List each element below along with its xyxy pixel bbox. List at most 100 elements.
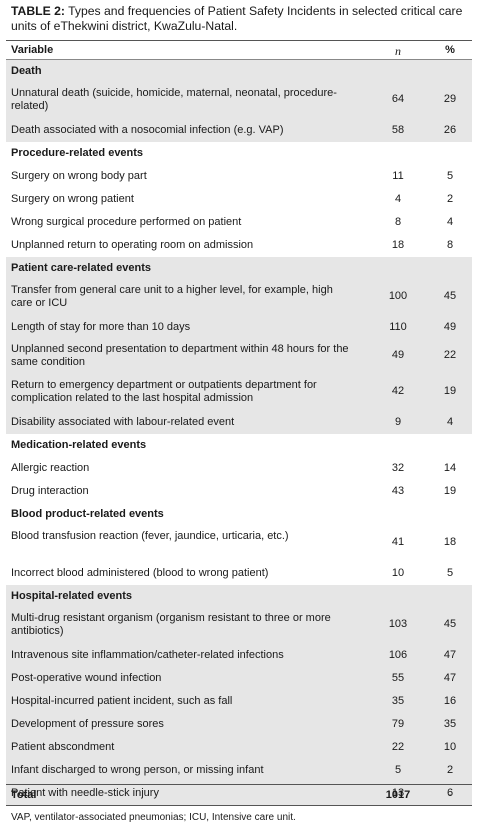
table-row: Post-operative wound infection 55 47 <box>6 667 472 690</box>
percent-cell: 35 <box>443 718 457 730</box>
variable-cell: Patient abscondment <box>11 741 115 753</box>
percent-cell: 5 <box>446 567 454 579</box>
percent-cell: 45 <box>443 618 457 630</box>
n-cell: 32 <box>391 462 405 474</box>
variable-cell: Length of stay for more than 10 days <box>11 321 191 333</box>
n-cell: 9 <box>394 416 402 428</box>
n-cell: 110 <box>389 321 407 333</box>
table-row: Surgery on wrong body part 11 5 <box>6 165 472 188</box>
variable-cell: Post-operative wound infection <box>11 672 162 684</box>
percent-cell: 22 <box>443 349 457 361</box>
n-cell: 4 <box>394 193 402 205</box>
n-cell: 49 <box>391 349 405 361</box>
n-cell: 64 <box>391 93 405 105</box>
percent-cell: 19 <box>443 485 457 497</box>
variable-cell: Unplanned second presentation to departm… <box>11 343 349 368</box>
n-cell: 22 <box>391 741 405 753</box>
variable-cell: Blood transfusion reaction (fever, jaund… <box>11 530 289 542</box>
section-header-row: Medication-related events <box>6 434 472 457</box>
percent-cell: 14 <box>443 462 457 474</box>
n-cell: 103 <box>388 618 408 630</box>
variable-cell: Death associated with a nosocomial infec… <box>11 124 284 136</box>
n-cell: 42 <box>391 385 405 397</box>
variable-cell: Wrong surgical procedure performed on pa… <box>11 216 242 228</box>
variable-cell: Surgery on wrong body part <box>11 170 147 182</box>
variable-cell: Return to emergency department or outpat… <box>11 379 317 404</box>
header-n: n <box>395 44 401 58</box>
section-label: Hospital-related events <box>11 590 133 602</box>
table-row: Patient with needle-stick injury 13 6 <box>6 782 472 805</box>
n-cell: 10 <box>391 567 405 579</box>
total-label: Total <box>11 789 37 801</box>
n-cell: 100 <box>388 290 408 302</box>
variable-cell: Intravenous site inflammation/catheter-r… <box>11 649 284 661</box>
variable-cell: Disability associated with labour-relate… <box>11 416 235 428</box>
table-row: Unplanned second presentation to departm… <box>6 339 472 375</box>
variable-cell: Incorrect blood administered (blood to w… <box>11 567 269 579</box>
percent-cell: 26 <box>443 124 457 136</box>
percent-cell: 2 <box>446 764 454 776</box>
section-label: Medication-related events <box>11 439 147 451</box>
section-header-row: Hospital-related events <box>6 585 472 608</box>
table-row: Death associated with a nosocomial infec… <box>6 119 472 142</box>
variable-cell: Multi-drug resistant organism (organism … <box>11 612 331 637</box>
variable-cell: Drug interaction <box>11 485 89 497</box>
n-cell: 106 <box>388 649 408 661</box>
variable-cell: Transfer from general care unit to a hig… <box>11 284 333 309</box>
variable-cell: Hospital-incurred patient incident, such… <box>11 695 233 707</box>
variable-cell: Allergic reaction <box>11 462 90 474</box>
table-row: Patient abscondment 22 10 <box>6 736 472 759</box>
percent-cell: 49 <box>443 321 457 333</box>
section-header-row: Blood product-related events <box>6 503 472 526</box>
section-header-row: Procedure-related events <box>6 142 472 165</box>
header-percent: % <box>445 44 455 56</box>
variable-cell: Infant discharged to wrong person, or mi… <box>11 764 264 776</box>
table-footnote: VAP, ventilator-associated pneumonias; I… <box>11 812 296 823</box>
caption-label: TABLE 2: <box>11 4 65 18</box>
table-row: Incorrect blood administered (blood to w… <box>6 562 472 585</box>
n-cell: 5 <box>394 764 402 776</box>
percent-cell: 8 <box>446 239 454 251</box>
section-label: Death <box>11 65 42 77</box>
table-row: Wrong surgical procedure performed on pa… <box>6 211 472 234</box>
section-label: Patient care-related events <box>11 262 152 274</box>
n-cell: 55 <box>391 672 405 684</box>
header-variable: Variable <box>11 44 54 56</box>
table-row: Disability associated with labour-relate… <box>6 411 472 434</box>
section-label: Procedure-related events <box>11 147 144 159</box>
total-percent: - <box>448 789 452 801</box>
percent-cell: 2 <box>446 193 454 205</box>
percent-cell: 16 <box>443 695 457 707</box>
percent-cell: 6 <box>446 787 454 799</box>
table-row: Hospital-incurred patient incident, such… <box>6 690 472 713</box>
n-cell: 43 <box>391 485 405 497</box>
variable-cell: Unnatural death (suicide, homicide, mate… <box>11 87 337 112</box>
n-cell: 58 <box>391 124 405 136</box>
percent-cell: 4 <box>446 416 454 428</box>
table-row: Drug interaction 43 19 <box>6 480 472 503</box>
table-row: Length of stay for more than 10 days 110 4… <box>6 316 472 339</box>
table-total-row: Total 1017 - <box>6 784 472 806</box>
table-row: Surgery on wrong patient 4 2 <box>6 188 472 211</box>
n-cell: 13 <box>391 787 405 799</box>
variable-cell: Surgery on wrong patient <box>11 193 134 205</box>
table-row: Infant discharged to wrong person, or mi… <box>6 759 472 782</box>
table-row: Multi-drug resistant organism (organism … <box>6 608 472 644</box>
percent-cell: 19 <box>443 385 457 397</box>
n-cell: 35 <box>391 695 405 707</box>
table-header: Variable n % <box>6 40 472 60</box>
table-row: Blood transfusion reaction (fever, jaund… <box>6 526 472 562</box>
variable-cell: Unplanned return to operating room on ad… <box>11 239 254 251</box>
table-row: Unnatural death (suicide, homicide, mate… <box>6 83 472 119</box>
table-row: Return to emergency department or outpat… <box>6 375 472 411</box>
percent-cell: 5 <box>446 170 454 182</box>
percent-cell: 10 <box>443 741 457 753</box>
percent-cell: 47 <box>443 672 457 684</box>
caption-text: Types and frequencies of Patient Safety … <box>11 4 463 33</box>
section-header-row: Death <box>6 60 472 83</box>
section-header-row: Patient care-related events <box>6 257 472 280</box>
n-cell: 11 <box>392 170 404 182</box>
n-cell: 8 <box>394 216 402 228</box>
total-n: 1017 <box>385 789 411 801</box>
